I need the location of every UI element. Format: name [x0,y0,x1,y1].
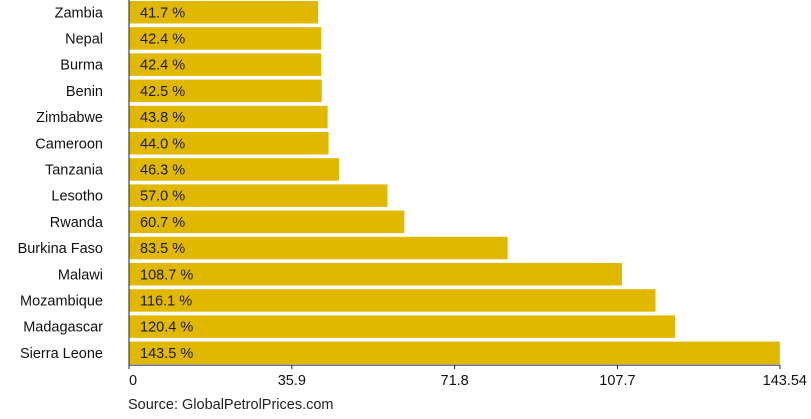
category-label-tanzania: Tanzania [45,162,104,178]
category-label-burkina-faso: Burkina Faso [18,241,103,257]
bar-rwanda [129,210,405,234]
category-label-mozambique: Mozambique [20,293,103,309]
category-label-rwanda: Rwanda [50,215,104,231]
x-tick-label: 0 [129,373,137,389]
value-label-madagascar: 120.4 % [140,320,193,336]
category-label-zimbabwe: Zimbabwe [36,110,103,126]
x-axis-ticks: 0 35.9 71.8 107.7 143.54 [128,365,807,389]
category-label-sierra-leone: Sierra Leone [20,346,103,362]
bar-zambia [129,1,319,24]
value-labels: 41.7 % 42.4 % 42.4 % 42.5 % 43.8 % 44.0 % 46.3… [140,5,193,362]
bar-lesotho [129,184,388,207]
category-label-cameroon: Cameroon [35,136,103,152]
bar-tanzania [129,158,339,181]
bar-sierra-leone [129,341,780,365]
bar-burma [129,53,322,76]
value-label-nepal: 42.4 % [140,31,185,47]
bar-zimbabwe [129,105,328,129]
x-tick-label: 107.7 [599,373,635,389]
category-label-lesotho: Lesotho [51,189,103,205]
category-label-nepal: Nepal [65,31,103,47]
value-label-zimbabwe: 43.8 % [140,110,185,126]
value-label-sierra-leone: 143.5 % [140,346,193,362]
value-label-rwanda: 60.7 % [140,215,185,231]
value-label-zambia: 41.7 % [140,5,185,21]
value-label-burkina-faso: 83.5 % [140,241,185,257]
x-tick-label: 143.54 [763,373,807,389]
category-label-madagascar: Madagascar [23,320,103,336]
value-label-lesotho: 57.0 % [140,189,185,205]
bar-madagascar [129,315,676,338]
bars-group [129,1,780,365]
bar-nepal [129,27,322,50]
x-tick-label: 71.8 [441,373,469,389]
value-label-tanzania: 46.3 % [140,162,185,178]
source-note: Source: GlobalPetrolPrices.com [128,397,334,413]
value-label-burma: 42.4 % [140,58,185,74]
category-label-malawi: Malawi [58,267,103,283]
category-label-zambia: Zambia [55,5,104,21]
bar-mozambique [129,289,656,312]
bar-malawi [129,263,622,286]
category-label-burma: Burma [60,58,104,74]
bar-benin [129,79,322,103]
category-labels: Zambia Nepal Burma Benin Zimbabwe Cameroon Tan… [18,5,104,362]
value-label-benin: 42.5 % [140,84,185,100]
value-label-malawi: 108.7 % [140,267,193,283]
value-label-mozambique: 116.1 % [140,293,192,309]
bar-burkina-faso [129,236,508,260]
x-tick-label: 35.9 [278,373,306,389]
bar-cameroon [129,132,329,155]
value-label-cameroon: 44.0 % [140,136,185,152]
category-label-benin: Benin [66,84,103,100]
